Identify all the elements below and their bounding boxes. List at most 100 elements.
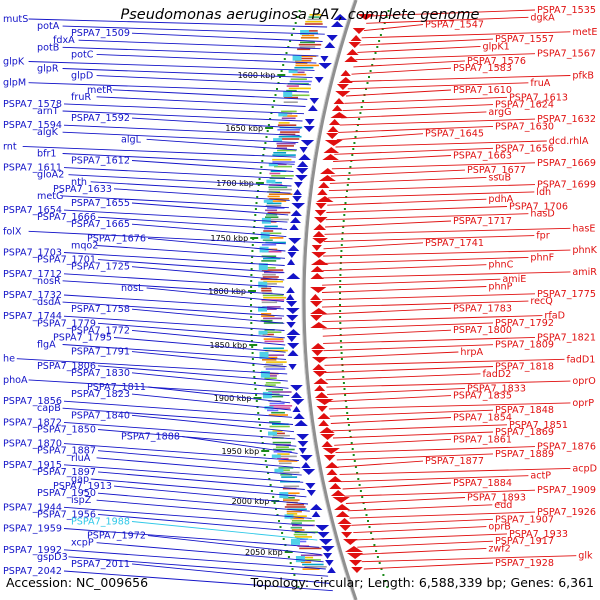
feature-strip <box>263 347 284 350</box>
leader-line-right <box>353 526 487 534</box>
forward-gene <box>325 560 334 566</box>
feature-block <box>295 556 305 563</box>
reverse-gene <box>311 245 322 251</box>
gene-label-right: phnK <box>572 245 597 256</box>
reverse-gene <box>310 273 324 279</box>
reverse-gene <box>312 371 327 377</box>
reverse-gene <box>325 462 339 468</box>
forward-gene <box>324 42 336 48</box>
leader-line-left <box>63 506 314 527</box>
gene-label-left: PSPA7_1758 <box>71 304 130 315</box>
feature-strip <box>272 161 296 163</box>
leader-line-left <box>146 287 285 303</box>
feature-strip <box>287 83 309 85</box>
tick-mark <box>274 94 277 96</box>
tick-mark <box>251 346 254 348</box>
leader-line-right <box>336 133 424 141</box>
tick-mark <box>367 520 369 522</box>
feature-strip <box>300 561 312 563</box>
tick-mark <box>369 70 372 72</box>
feature-strip <box>265 216 279 218</box>
gene-label-left: gspD3 <box>37 552 68 563</box>
tick-mark <box>259 172 262 174</box>
forward-gene <box>294 420 308 426</box>
feature-strip <box>261 313 272 315</box>
tick-mark <box>276 88 278 90</box>
reverse-gene <box>336 84 349 90</box>
leader-line-left <box>62 407 294 425</box>
gene-label-right: PSPA7_1861 <box>453 434 512 445</box>
feature-block <box>259 351 269 359</box>
tick-mark <box>289 562 292 564</box>
tick-mark <box>251 352 254 354</box>
scale-label: 1900 kbp <box>214 394 252 403</box>
feature-block <box>259 246 269 253</box>
forward-gene <box>286 273 301 279</box>
gene-label-left: PSPA7_1870 <box>3 439 62 450</box>
forward-gene <box>300 140 315 146</box>
gene-label-right: PSPA7_1613 <box>509 92 568 103</box>
feature-strip <box>262 239 273 241</box>
leader-line-right <box>345 497 466 504</box>
forward-gene <box>303 126 315 132</box>
leader-line-left <box>62 46 319 57</box>
forward-gene <box>333 14 348 20</box>
tick-mark <box>282 538 285 540</box>
leader-line-right <box>339 118 536 126</box>
leader-line-right <box>332 431 494 439</box>
tick-mark <box>358 484 361 486</box>
leader-line-left <box>147 386 291 404</box>
feature-strip <box>263 322 283 324</box>
leader-line-left <box>147 535 322 556</box>
accession-text: Accession: NC_009656 <box>6 575 149 590</box>
reverse-gene <box>333 98 345 104</box>
gene-label-left: PSPA7_1972 <box>87 531 146 542</box>
tick-mark <box>292 28 295 30</box>
gene-label-left: PSPA7_1676 <box>87 233 146 244</box>
forward-gene <box>293 189 302 195</box>
tick-mark <box>268 478 271 480</box>
leader-line-right <box>323 235 535 243</box>
feature-strip <box>262 359 277 361</box>
leader-line-left <box>62 25 325 35</box>
leader-line-left <box>131 308 285 324</box>
gene-label-right: phnC <box>488 260 513 271</box>
gene-label-left: metR <box>87 85 113 96</box>
tick-mark <box>260 166 263 168</box>
gene-label-right: metE <box>572 27 597 38</box>
feature-strip <box>294 536 312 538</box>
leader-line-left <box>131 351 287 368</box>
leader-line-left <box>131 223 287 238</box>
tick-mark <box>257 412 260 414</box>
gene-label-right: amiR <box>572 267 597 278</box>
tick-mark <box>294 22 297 24</box>
tick-mark <box>340 346 343 348</box>
gene-label-left: capB <box>37 403 61 414</box>
scale-label: 1800 kbp <box>208 287 246 296</box>
gene-label-right: ldh <box>536 187 551 198</box>
gene-label-right: phnP <box>488 282 512 293</box>
genome-summary-text: Topology: circular; Length: 6,588,339 bp… <box>250 575 594 590</box>
gene-label-left: PSPA7_1703 <box>3 248 62 259</box>
gene-label-left: PSPA7_1795 <box>53 333 112 344</box>
gene-label-left: he <box>3 354 15 365</box>
feature-strip <box>265 218 289 221</box>
leader-line-right <box>322 322 494 330</box>
tick-mark <box>289 40 292 42</box>
forward-gene <box>298 154 311 160</box>
feature-strip <box>298 43 322 46</box>
leader-line-left <box>28 379 290 397</box>
feature-strip <box>260 308 277 310</box>
tick-mark <box>346 412 349 414</box>
gene-label-right: PSPA7_1818 <box>495 362 554 373</box>
feature-block <box>292 55 302 61</box>
feature-strip <box>270 170 287 172</box>
feature-strip <box>269 405 293 407</box>
tick-mark <box>253 382 256 384</box>
tick-mark <box>287 46 290 48</box>
reverse-gene <box>335 511 350 517</box>
tick-mark <box>290 34 293 36</box>
forward-gene <box>320 56 329 62</box>
gene-label-right: PSPA7_1851 <box>509 420 568 431</box>
feature-strip <box>260 278 278 281</box>
